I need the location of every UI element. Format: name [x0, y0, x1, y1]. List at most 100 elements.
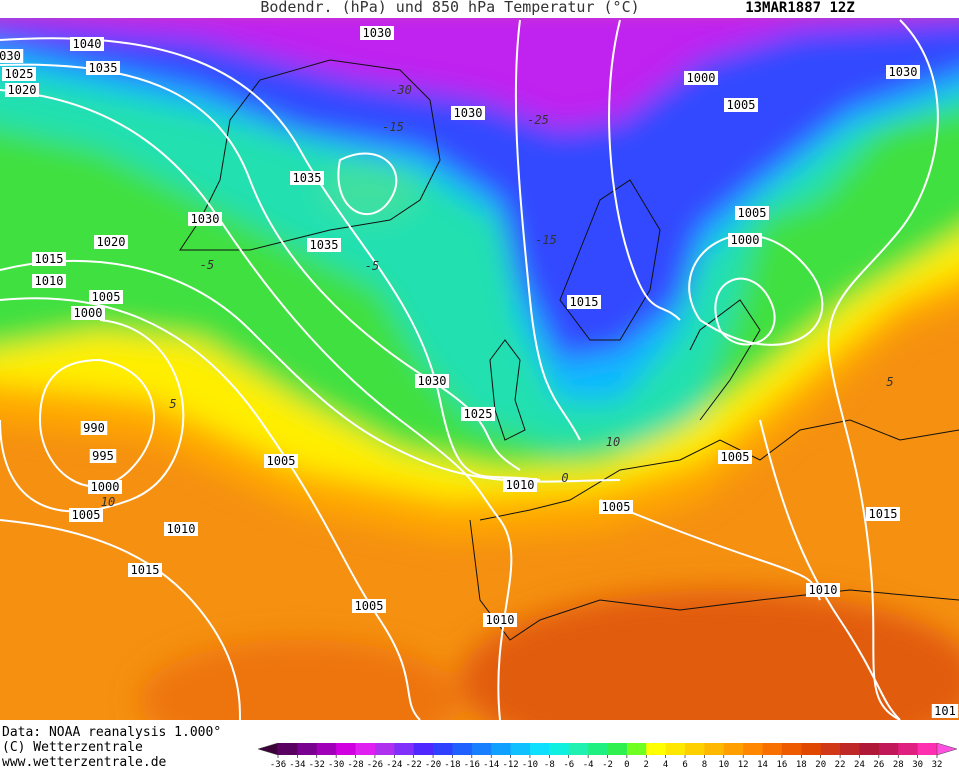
colorbar-tick-label: 16 [777, 760, 788, 770]
isobar-label-box [886, 65, 920, 79]
colorbar-tick-label: 14 [757, 760, 768, 770]
isobar-label-box [307, 238, 341, 252]
isobar-label-box [264, 454, 298, 468]
colorbar-swatch [626, 743, 647, 755]
colorbar-tick-label: 20 [815, 760, 826, 770]
isobar-label-box [724, 98, 758, 112]
isobar-label: 030 [0, 49, 21, 63]
isobar-label: 1010 [486, 613, 515, 627]
isobar-label-box [684, 71, 718, 85]
colorbar-tick-label: 6 [682, 760, 687, 770]
colorbar-swatch [471, 743, 492, 755]
isobar-label: 1005 [355, 599, 384, 613]
colorbar-tick-label: -18 [444, 760, 460, 770]
colorbar-swatch [878, 743, 899, 755]
colorbar-tick-label: 24 [854, 760, 865, 770]
colorbar-swatch [723, 743, 744, 755]
colorbar-swatch [607, 743, 628, 755]
isobar-label: 1000 [687, 71, 716, 85]
isotherm-label: -15 [535, 233, 557, 247]
isobar-label-box [290, 171, 324, 185]
colorbar-swatch [355, 743, 376, 755]
colorbar-tick-label: -32 [309, 760, 325, 770]
isobar-label-box [567, 295, 601, 309]
isobar-label: 1030 [454, 106, 483, 120]
isobar-label: 1005 [92, 290, 121, 304]
footer-url: www.wetterzentrale.de [2, 755, 167, 770]
isobar-label-box [2, 67, 36, 81]
map-title: Bodendr. (hPa) und 850 hPa Temperatur (°… [260, 0, 639, 16]
isobar-label: 1035 [310, 238, 339, 252]
colorbar-tick-label: 8 [702, 760, 707, 770]
colorbar-tick-label: -8 [544, 760, 555, 770]
colorbar-tick-label: -26 [367, 760, 383, 770]
isobar-label: 1015 [131, 563, 160, 577]
colorbar-tick-label: 0 [624, 760, 629, 770]
colorbar-swatch [588, 743, 608, 755]
colorbar-swatch [394, 743, 415, 755]
colorbar-tick-label: -20 [425, 760, 441, 770]
isobar-label: 1010 [35, 274, 64, 288]
isobar-label: 1015 [570, 295, 599, 309]
colorbar-swatch [646, 743, 667, 755]
isobar-label: 1005 [727, 98, 756, 112]
isotherm-label: 5 [886, 375, 893, 389]
colorbar-tick-label: -16 [464, 760, 480, 770]
colorbar-tick-label: 30 [912, 760, 923, 770]
colorbar-tick-label: 18 [796, 760, 807, 770]
footer-copyright: (C) Wetterzentrale [2, 740, 143, 755]
colorbar-tick-label: 2 [644, 760, 649, 770]
isobar-label-box [164, 522, 198, 536]
isobar-label: 1035 [89, 61, 118, 75]
colorbar-arrow-low [257, 742, 279, 756]
isobar-label: 990 [83, 421, 105, 435]
isotherm-label: 10 [101, 495, 115, 509]
colorbar-tick-label: 22 [835, 760, 846, 770]
isotherm-label: 5 [169, 397, 176, 411]
isobar-label: 1030 [191, 212, 220, 226]
colorbar-tick-label: -24 [386, 760, 402, 770]
colorbar-tick-label: -10 [522, 760, 538, 770]
footer-source: Data: NOAA reanalysis 1.000° [2, 725, 221, 740]
isobar-label-box [415, 374, 449, 388]
colorbar-tick-label: -14 [483, 760, 499, 770]
isobar-label-box [728, 233, 762, 247]
isobar-label: 1030 [418, 374, 447, 388]
colorbar-swatch [433, 743, 453, 755]
isobar-label-box [71, 306, 105, 320]
isobar-label-box [94, 235, 128, 249]
colorbar-tick-label: 12 [738, 760, 749, 770]
colorbar-swatch [685, 743, 705, 755]
isotherm-label: -30 [390, 83, 412, 97]
isobar-label: 1000 [74, 306, 103, 320]
colorbar-tick-label: -30 [328, 760, 344, 770]
colorbar-swatch [898, 743, 919, 755]
colorbar-tick-label: 4 [663, 760, 668, 770]
isobar-label-box [352, 599, 386, 613]
isobar-label: 1010 [167, 522, 196, 536]
isobar-label: 101 [934, 704, 956, 718]
isobar-label: 1035 [293, 171, 322, 185]
isobar-label-box [32, 252, 66, 266]
isobar-label: 1040 [73, 37, 102, 51]
isobar-label-box [88, 480, 122, 494]
isobar-label-box [5, 83, 39, 97]
colorbar-tick-label: -6 [563, 760, 574, 770]
colorbar-swatch [704, 743, 725, 755]
isobar-label-box [128, 563, 162, 577]
isobar-label: 1030 [363, 26, 392, 40]
colorbar-swatch [452, 743, 473, 755]
isobar-label: 1005 [267, 454, 296, 468]
isobar-label-box [451, 106, 485, 120]
colorbar-swatch [510, 743, 531, 755]
colorbar-tick-label: 28 [893, 760, 904, 770]
isobar-label: 1015 [35, 252, 64, 266]
isobar-label: 1020 [8, 83, 37, 97]
isotherm-label: 0 [561, 471, 568, 485]
isobar-label: 1005 [602, 500, 631, 514]
colorbar-swatch [762, 743, 783, 755]
isobar-label: 1030 [889, 65, 918, 79]
isotherm-label: -25 [527, 113, 549, 127]
colorbar-arrow-high [936, 742, 958, 756]
